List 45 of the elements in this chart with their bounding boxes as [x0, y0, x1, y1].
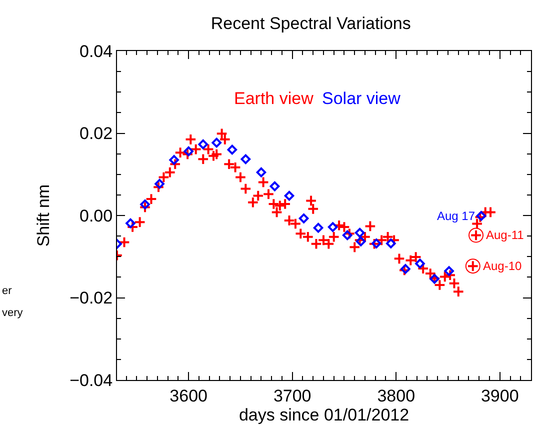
point	[468, 228, 484, 243]
chart-title: Recent Spectral Variations	[210, 14, 411, 34]
point	[386, 238, 396, 248]
y-tick-label: −0.04	[70, 370, 113, 390]
y-tick-label: 0.00	[80, 206, 113, 226]
point	[400, 264, 410, 274]
annotation: Aug-11	[486, 228, 524, 242]
point	[298, 213, 309, 224]
point	[465, 258, 480, 274]
point	[198, 139, 208, 150]
text: Solar view	[322, 89, 402, 108]
point	[140, 200, 150, 210]
point	[415, 258, 425, 269]
point	[169, 155, 179, 165]
x-tick-label: 3700	[273, 386, 312, 406]
point	[184, 146, 194, 156]
point	[126, 218, 136, 228]
text: er	[2, 285, 12, 297]
point	[284, 190, 294, 201]
point	[256, 167, 266, 178]
point	[240, 154, 251, 164]
x-tick-label: 3900	[480, 386, 519, 406]
point	[342, 230, 352, 240]
x-tick-label: 3600	[170, 386, 208, 406]
point	[212, 138, 222, 148]
text: very	[2, 307, 24, 319]
x-tick-label: 3800	[377, 386, 416, 406]
point	[227, 144, 238, 155]
y-axis-title: Shift nm	[34, 184, 54, 247]
point	[356, 236, 366, 246]
point	[313, 222, 324, 233]
y-tick-label: −0.02	[70, 288, 113, 308]
annotation: Aug 17	[437, 209, 476, 223]
point	[270, 181, 280, 192]
point	[476, 211, 486, 221]
point	[328, 222, 338, 232]
point	[444, 266, 454, 276]
y-tick-label: 0.04	[80, 42, 113, 61]
point	[354, 228, 365, 238]
annotation: Aug-10	[483, 259, 522, 273]
y-tick-label: 0.02	[80, 124, 113, 144]
point	[154, 178, 164, 189]
series-label: Earth view	[234, 89, 314, 108]
x-axis-title: days since 01/01/2012	[238, 405, 410, 424]
point	[372, 238, 382, 248]
